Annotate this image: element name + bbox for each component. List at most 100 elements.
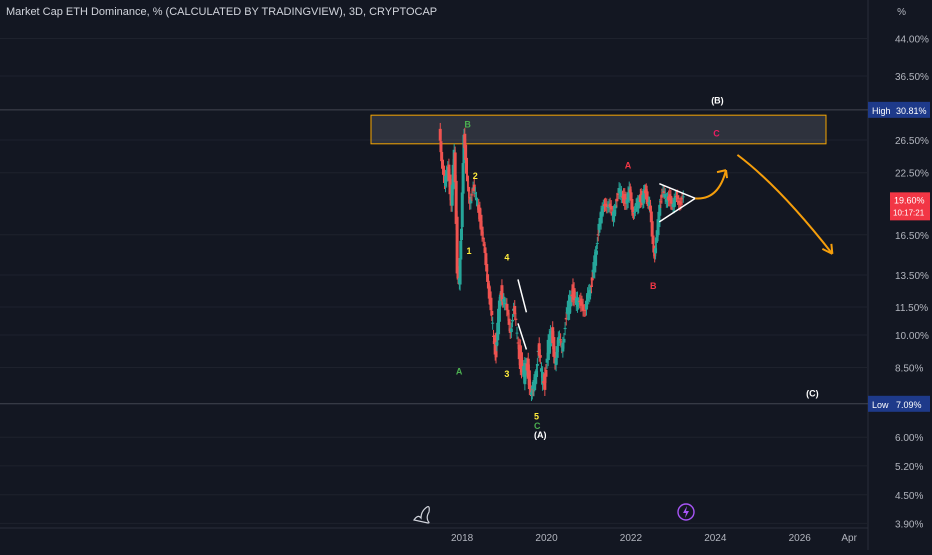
high-label: High: [872, 106, 891, 116]
candle-body: [669, 195, 673, 204]
candle-body: [548, 331, 552, 347]
candle-body: [486, 283, 490, 289]
candle-body: [491, 322, 495, 324]
candle-body: [545, 358, 549, 363]
candle-body: [594, 252, 598, 266]
candle-body: [628, 189, 632, 193]
candle-body: [490, 310, 494, 316]
candle-body: [513, 305, 517, 315]
chart-title: Market Cap ETH Dominance, % (CALCULATED …: [6, 6, 438, 18]
resistance-zone: [370, 114, 827, 145]
candle-body: [537, 343, 541, 356]
candle-body: [629, 192, 633, 201]
candle-body: [527, 370, 531, 390]
candle-body: [486, 274, 490, 282]
high-badge: [868, 101, 930, 118]
candle-body: [521, 363, 525, 369]
candle-body: [482, 244, 486, 247]
candle-body: [645, 191, 649, 200]
projection-arrowhead-down: [821, 243, 834, 255]
candle-body: [476, 203, 480, 205]
candle-body: [480, 226, 484, 236]
candle-body: [484, 253, 488, 266]
candle-body: [506, 309, 510, 315]
candle-body: [646, 197, 650, 203]
candle-body: [516, 342, 520, 344]
wave-label: A: [625, 160, 632, 170]
candle-body: [551, 327, 555, 344]
candle-body: [606, 207, 610, 209]
y-tick-label: 3.90%: [895, 519, 923, 530]
candle-body: [445, 171, 449, 182]
projection-arrow-up: [695, 169, 727, 200]
candle-body: [658, 204, 662, 216]
candle-body: [648, 202, 652, 207]
candle-body: [497, 300, 501, 322]
candle-body: [564, 317, 568, 320]
x-tick-label: 2024: [704, 533, 727, 544]
candle-body: [600, 208, 604, 217]
candle-body: [555, 346, 559, 358]
candle-body: [543, 373, 547, 390]
tradingview-logo-icon: [413, 505, 430, 524]
low-badge: [868, 395, 930, 412]
wave-label: 2: [473, 171, 478, 181]
y-tick-label: 22.50%: [895, 169, 929, 180]
candle-body: [637, 201, 641, 208]
candle-body: [538, 355, 542, 358]
candle-body: [474, 197, 478, 201]
candle-body: [656, 219, 660, 236]
candle-body: [467, 186, 471, 192]
wave-label: A: [456, 367, 463, 377]
wave-label: (C): [806, 389, 819, 399]
candle-body: [498, 296, 502, 307]
candle-body: [502, 299, 506, 302]
x-tick-label: 2022: [620, 533, 643, 544]
candle-body: [456, 266, 460, 278]
candle-body: [454, 180, 458, 224]
y-tick-label: 11.50%: [895, 303, 928, 314]
high-value: 30.81%: [896, 106, 927, 116]
wave-label: 3: [504, 369, 509, 379]
candle-body: [619, 191, 623, 197]
wave-label: B: [650, 281, 657, 291]
wave-label: C: [534, 421, 541, 431]
candle-body: [491, 335, 495, 337]
candle-body: [539, 368, 543, 372]
candle-body: [460, 192, 464, 228]
triangle-line-upper-2023: [659, 183, 696, 200]
candle-body: [461, 163, 465, 194]
candle-body: [616, 194, 620, 196]
candle-body: [659, 201, 663, 203]
candle-body: [507, 318, 511, 325]
y-tick-label: 16.50%: [895, 231, 929, 242]
candle-body: [552, 337, 556, 357]
candle-body: [660, 194, 664, 198]
flash-icon[interactable]: [677, 503, 695, 521]
wave-label: C: [713, 128, 720, 138]
candle-body: [450, 184, 454, 206]
candle-body: [529, 392, 533, 395]
wave-label: (A): [534, 430, 547, 440]
candle-body: [673, 196, 677, 200]
candle-body: [501, 293, 505, 302]
candle-body: [653, 251, 657, 257]
candle-body: [489, 297, 493, 310]
candle-body: [572, 288, 576, 301]
candle-body: [505, 304, 509, 311]
candle-body: [509, 328, 513, 333]
candle-body: [459, 240, 463, 260]
candle-body: [609, 205, 613, 210]
wave-label: 1: [466, 246, 471, 256]
candle-body: [678, 203, 682, 205]
candle-body: [589, 291, 593, 294]
candle-body: [632, 212, 636, 214]
x-tick-label: 2020: [535, 533, 558, 544]
candle-body: [448, 174, 452, 195]
candle-body: [599, 211, 603, 224]
candle-body: [459, 228, 463, 241]
candle-body: [440, 151, 444, 162]
y-tick-label: 6.00%: [895, 433, 923, 444]
triangle-line-upper: [517, 279, 528, 313]
